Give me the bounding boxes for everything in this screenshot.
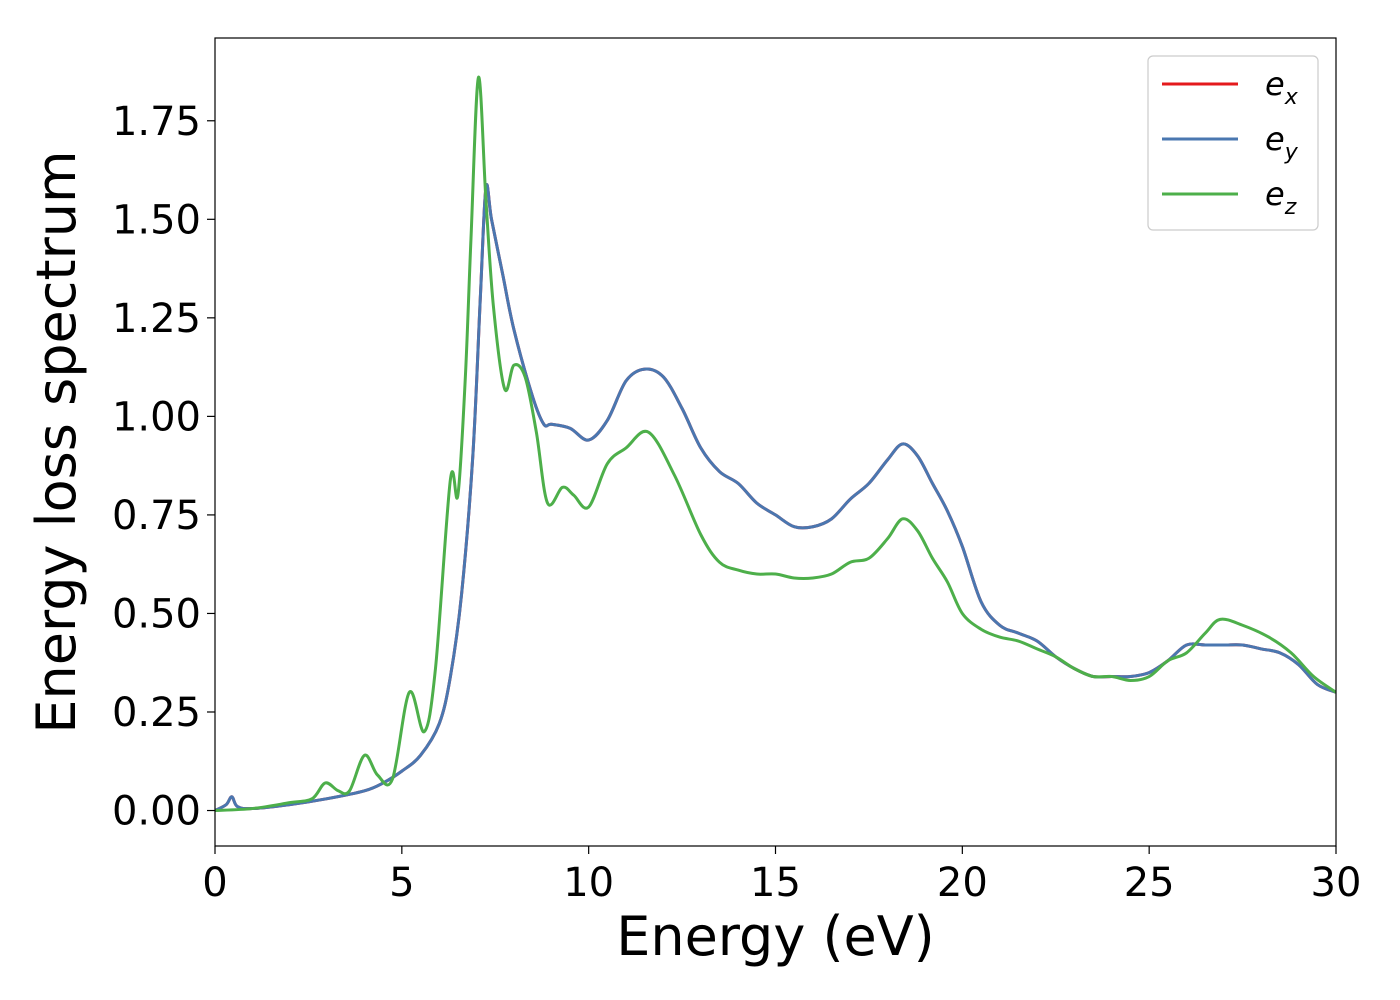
y-tick-label: 1.50 — [112, 197, 201, 243]
x-tick-label: 30 — [1311, 860, 1362, 906]
x-tick-label: 10 — [563, 860, 614, 906]
legend-label-ey: ey — [1265, 120, 1299, 165]
series-line-ex — [215, 183, 1336, 812]
series-line-ez — [215, 75, 1336, 813]
y-tick-label: 0.75 — [112, 493, 201, 539]
y-tick-label: 0.50 — [112, 591, 201, 637]
y-axis-label: Energy loss spectrum — [25, 150, 88, 733]
series-line-ey — [215, 183, 1336, 812]
x-tick-label: 0 — [202, 860, 227, 906]
x-tick-label: 15 — [750, 860, 801, 906]
y-tick-label: 0.00 — [112, 789, 201, 835]
y-tick-label: 0.25 — [112, 690, 201, 736]
x-tick-label: 20 — [937, 860, 988, 906]
legend-box — [1147, 55, 1319, 231]
y-tick-label: 1.75 — [112, 99, 201, 145]
legend-label-ex: ex — [1265, 65, 1299, 110]
plot-area — [215, 75, 1336, 813]
y-tick-label: 1.00 — [112, 394, 201, 440]
x-tick-label: 5 — [389, 860, 414, 906]
legend: ex ey ez — [1147, 55, 1319, 231]
y-tick-label: 1.25 — [112, 296, 201, 342]
x-axis-label: Energy (eV) — [616, 905, 935, 968]
x-tick-label: 25 — [1124, 860, 1175, 906]
legend-label-ez: ez — [1265, 175, 1297, 220]
axes: 0 5 10 15 20 25 30 0.00 0.25 0.50 0.75 1.00 1.25 1.50… — [112, 99, 1362, 906]
